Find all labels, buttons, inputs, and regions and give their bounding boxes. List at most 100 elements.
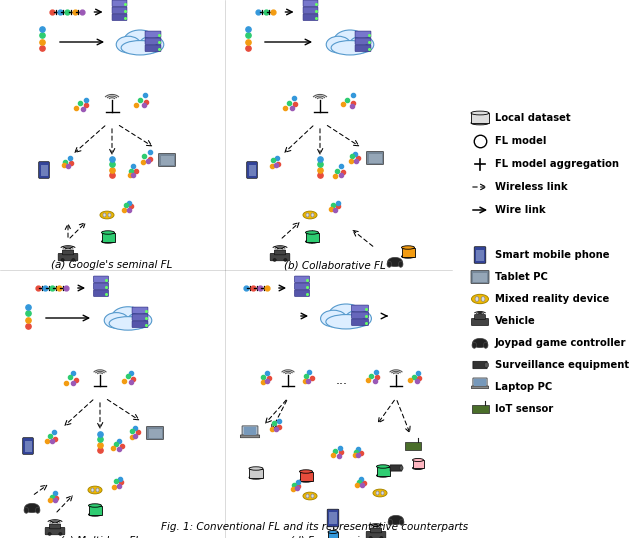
FancyBboxPatch shape bbox=[351, 319, 369, 325]
Text: Tablet PC: Tablet PC bbox=[495, 272, 548, 282]
Ellipse shape bbox=[413, 466, 424, 470]
FancyBboxPatch shape bbox=[58, 253, 78, 261]
FancyBboxPatch shape bbox=[471, 271, 489, 284]
FancyBboxPatch shape bbox=[147, 427, 163, 440]
FancyBboxPatch shape bbox=[145, 31, 161, 38]
Ellipse shape bbox=[121, 40, 159, 55]
Bar bbox=[24, 441, 31, 451]
Ellipse shape bbox=[35, 507, 40, 513]
FancyBboxPatch shape bbox=[303, 0, 318, 6]
Bar bbox=[476, 250, 484, 260]
FancyBboxPatch shape bbox=[132, 314, 148, 321]
FancyBboxPatch shape bbox=[351, 312, 369, 318]
FancyBboxPatch shape bbox=[355, 45, 371, 52]
FancyBboxPatch shape bbox=[246, 162, 257, 178]
FancyBboxPatch shape bbox=[242, 426, 258, 436]
FancyBboxPatch shape bbox=[45, 527, 65, 535]
FancyBboxPatch shape bbox=[472, 386, 488, 388]
FancyBboxPatch shape bbox=[327, 509, 339, 527]
Ellipse shape bbox=[328, 530, 338, 534]
Bar bbox=[300, 471, 312, 480]
Text: Joypad game controller: Joypad game controller bbox=[495, 338, 627, 348]
Text: Mixed reality device: Mixed reality device bbox=[495, 294, 609, 304]
Ellipse shape bbox=[306, 494, 309, 498]
FancyBboxPatch shape bbox=[22, 438, 33, 454]
Ellipse shape bbox=[471, 111, 489, 115]
Bar bbox=[473, 273, 487, 281]
FancyBboxPatch shape bbox=[132, 307, 148, 314]
Bar bbox=[40, 165, 47, 175]
Ellipse shape bbox=[329, 304, 363, 325]
Ellipse shape bbox=[401, 246, 415, 249]
FancyBboxPatch shape bbox=[303, 14, 318, 20]
FancyBboxPatch shape bbox=[367, 152, 383, 165]
FancyBboxPatch shape bbox=[371, 528, 381, 533]
Ellipse shape bbox=[273, 259, 276, 261]
Ellipse shape bbox=[88, 513, 102, 516]
FancyBboxPatch shape bbox=[472, 318, 488, 325]
Bar bbox=[376, 466, 390, 476]
Ellipse shape bbox=[96, 488, 99, 492]
Ellipse shape bbox=[376, 474, 390, 477]
FancyBboxPatch shape bbox=[132, 321, 148, 328]
FancyBboxPatch shape bbox=[62, 250, 74, 255]
Bar bbox=[405, 442, 421, 450]
Text: Fig. 1: Conventional FL and its representative counterparts: Fig. 1: Conventional FL and its represen… bbox=[161, 522, 468, 532]
Ellipse shape bbox=[311, 213, 314, 217]
Text: FL model aggregation: FL model aggregation bbox=[495, 159, 619, 169]
Ellipse shape bbox=[484, 362, 488, 367]
Ellipse shape bbox=[24, 504, 40, 513]
Text: FL model: FL model bbox=[495, 136, 547, 146]
Ellipse shape bbox=[331, 40, 369, 55]
Ellipse shape bbox=[127, 313, 152, 328]
FancyBboxPatch shape bbox=[366, 532, 386, 538]
Ellipse shape bbox=[387, 257, 403, 267]
Ellipse shape bbox=[91, 488, 94, 492]
Text: Wire link: Wire link bbox=[495, 205, 546, 215]
Ellipse shape bbox=[102, 231, 115, 234]
Ellipse shape bbox=[140, 36, 164, 53]
Ellipse shape bbox=[305, 231, 319, 234]
Ellipse shape bbox=[387, 261, 392, 267]
Text: Wireless link: Wireless link bbox=[495, 182, 568, 192]
FancyBboxPatch shape bbox=[355, 31, 371, 38]
Ellipse shape bbox=[108, 213, 111, 217]
Ellipse shape bbox=[249, 476, 263, 479]
Ellipse shape bbox=[61, 259, 64, 261]
FancyBboxPatch shape bbox=[390, 465, 402, 471]
FancyBboxPatch shape bbox=[474, 247, 486, 263]
Text: Surveillance equipment: Surveillance equipment bbox=[495, 360, 629, 370]
Text: Laptop PC: Laptop PC bbox=[495, 382, 552, 392]
Ellipse shape bbox=[334, 30, 366, 51]
Ellipse shape bbox=[380, 536, 383, 538]
Ellipse shape bbox=[88, 486, 102, 494]
Ellipse shape bbox=[305, 240, 319, 243]
Ellipse shape bbox=[112, 307, 144, 326]
Ellipse shape bbox=[116, 36, 141, 53]
Bar bbox=[401, 247, 415, 257]
Text: Vehicle: Vehicle bbox=[495, 316, 536, 326]
Ellipse shape bbox=[376, 491, 379, 495]
Ellipse shape bbox=[399, 519, 404, 525]
Ellipse shape bbox=[475, 296, 479, 301]
Text: ...: ... bbox=[336, 374, 348, 387]
Ellipse shape bbox=[472, 294, 488, 303]
FancyBboxPatch shape bbox=[355, 38, 371, 45]
Ellipse shape bbox=[326, 36, 351, 53]
Bar bbox=[329, 512, 337, 524]
FancyBboxPatch shape bbox=[112, 7, 127, 13]
Bar bbox=[102, 232, 115, 242]
FancyBboxPatch shape bbox=[475, 315, 485, 320]
Ellipse shape bbox=[376, 465, 390, 468]
Ellipse shape bbox=[59, 533, 62, 535]
FancyBboxPatch shape bbox=[145, 38, 161, 45]
Ellipse shape bbox=[303, 211, 317, 219]
FancyBboxPatch shape bbox=[294, 283, 309, 289]
Bar bbox=[161, 155, 173, 165]
FancyBboxPatch shape bbox=[294, 276, 309, 282]
Ellipse shape bbox=[326, 315, 366, 329]
Bar bbox=[471, 113, 489, 123]
Ellipse shape bbox=[481, 296, 485, 301]
Ellipse shape bbox=[48, 533, 51, 535]
FancyBboxPatch shape bbox=[241, 435, 260, 438]
